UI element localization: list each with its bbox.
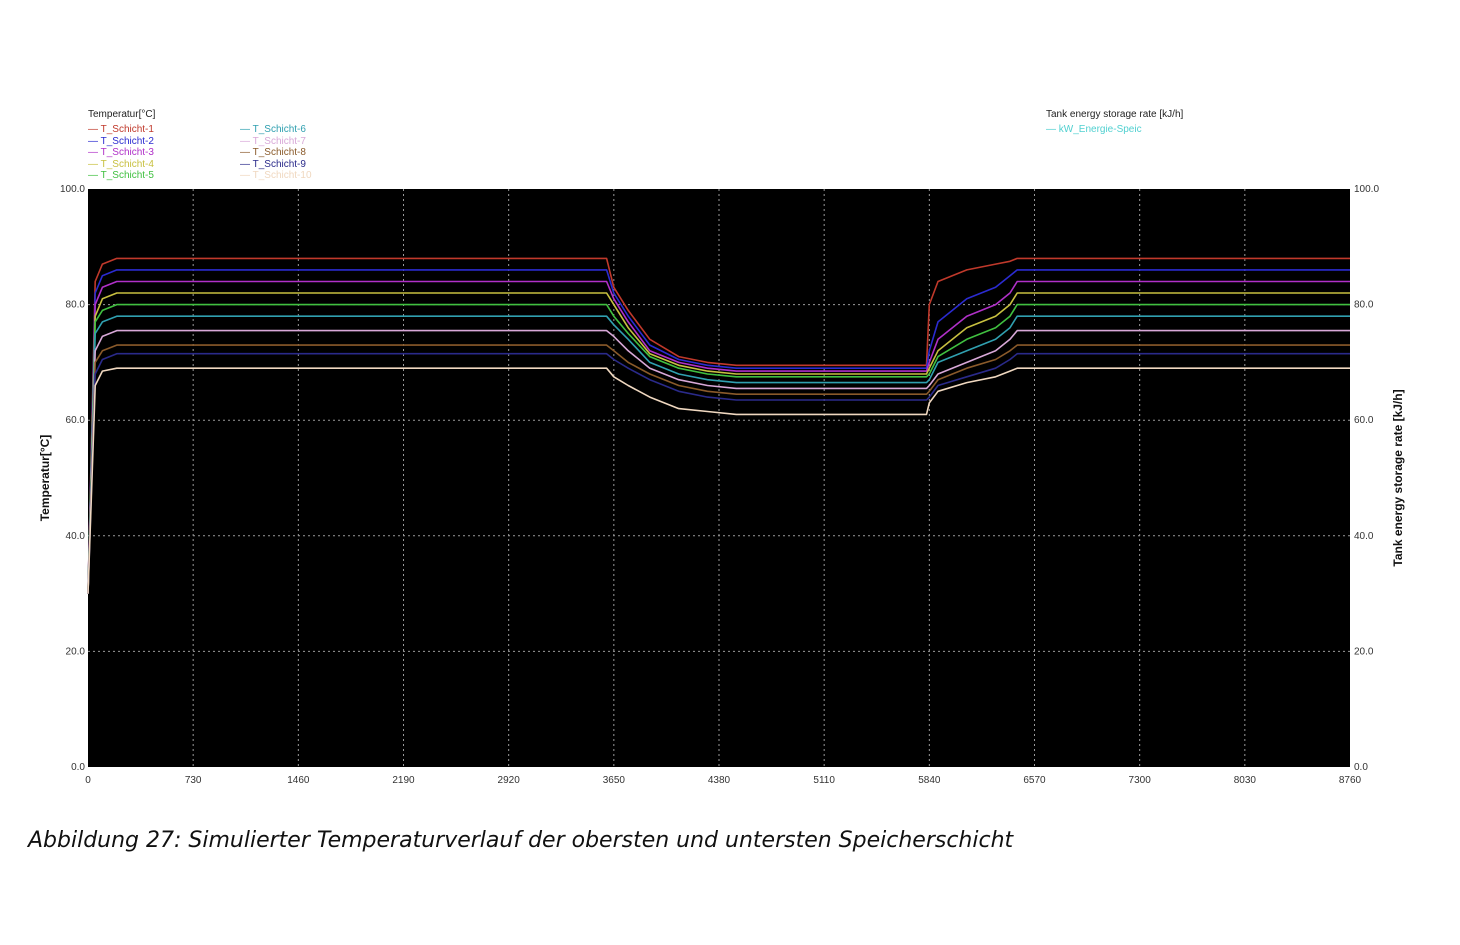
series-line-8 [87,344,1350,594]
legend-item-7: — T_Schicht-7 [240,135,306,147]
series-line-9 [87,352,1350,594]
y-tick-label-right: 0.0 [1354,762,1368,773]
figure-caption: Abbildung 27: Simulierter Temperaturverl… [28,828,1014,853]
y-tick-label-left: 100.0 [60,184,85,195]
legend-right-title: Tank energy storage rate [kJ/h] [1046,109,1184,120]
x-tick-label: 730 [185,775,202,786]
series-line-7 [87,329,1350,594]
legend-item-4: — T_Schicht-4 [88,158,154,170]
x-tick-label: 3650 [603,775,626,786]
legend-item-1: — T_Schicht-1 [88,124,154,135]
legend-item-6: — T_Schicht-6 [240,124,306,135]
y-tick-label-left: 80.0 [66,300,86,311]
y-axis-ticks-right: 0.0 20.0 40.0 60.0 80.0 100.0 [1354,184,1379,773]
y-tick-label-right: 20.0 [1354,646,1374,657]
series-line-2 [87,269,1350,594]
x-tick-label: 5110 [813,775,835,786]
legend-right-item-1: — kW_Energie-Speic [1046,124,1142,135]
y-tick-label-left: 20.0 [66,646,86,657]
legend-left-title: Temperatur[°C] [88,109,156,120]
x-tick-label: 8030 [1234,775,1257,786]
x-tick-label: 8760 [1339,775,1362,786]
x-tick-label: 0 [85,775,91,786]
y-axis-ticks-left: 0.0 20.0 40.0 60.0 80.0 100.0 [60,184,85,773]
legend-item-2: — T_Schicht-2 [88,135,154,147]
y-tick-label-right: 40.0 [1354,531,1374,542]
series-lines [87,257,1350,594]
series-line-10 [87,367,1350,594]
y-tick-label-left: 0.0 [71,762,85,773]
series-line-1 [87,257,1350,594]
y-tick-label-right: 80.0 [1354,300,1374,311]
x-tick-label: 2920 [498,775,521,786]
legend-item-5: — T_Schicht-5 [88,170,154,181]
y-tick-label-right: 100.0 [1354,184,1379,195]
legend-item-10: — T_Schicht-10 [240,170,312,181]
legend-item-3: — T_Schicht-3 [88,147,154,158]
x-tick-label: 5840 [918,775,941,786]
series-line-5 [87,303,1350,594]
x-axis-ticks: 0 730 1460 2190 2920 3650 4380 5110 5840 6570 7300… [85,775,1361,786]
legend-item-8: — T_Schicht-8 [240,147,306,158]
y-tick-label-right: 60.0 [1354,415,1374,426]
series-line-4 [87,292,1350,594]
y-tick-label-left: 40.0 [66,531,86,542]
x-tick-label: 2190 [392,775,415,786]
y-axis-title-right: Tank energy storage rate [kJ/h] [1391,389,1405,567]
legend-item-9: — T_Schicht-9 [240,158,306,170]
x-tick-label: 4380 [708,775,731,786]
series-line-6 [87,315,1350,594]
x-tick-label: 7300 [1129,775,1152,786]
y-axis-title-left: Temperatur[°C] [38,434,52,522]
y-tick-label-left: 60.0 [66,415,86,426]
series-line-3 [87,280,1350,594]
x-tick-label: 1460 [287,775,310,786]
x-tick-label: 6570 [1023,775,1046,786]
